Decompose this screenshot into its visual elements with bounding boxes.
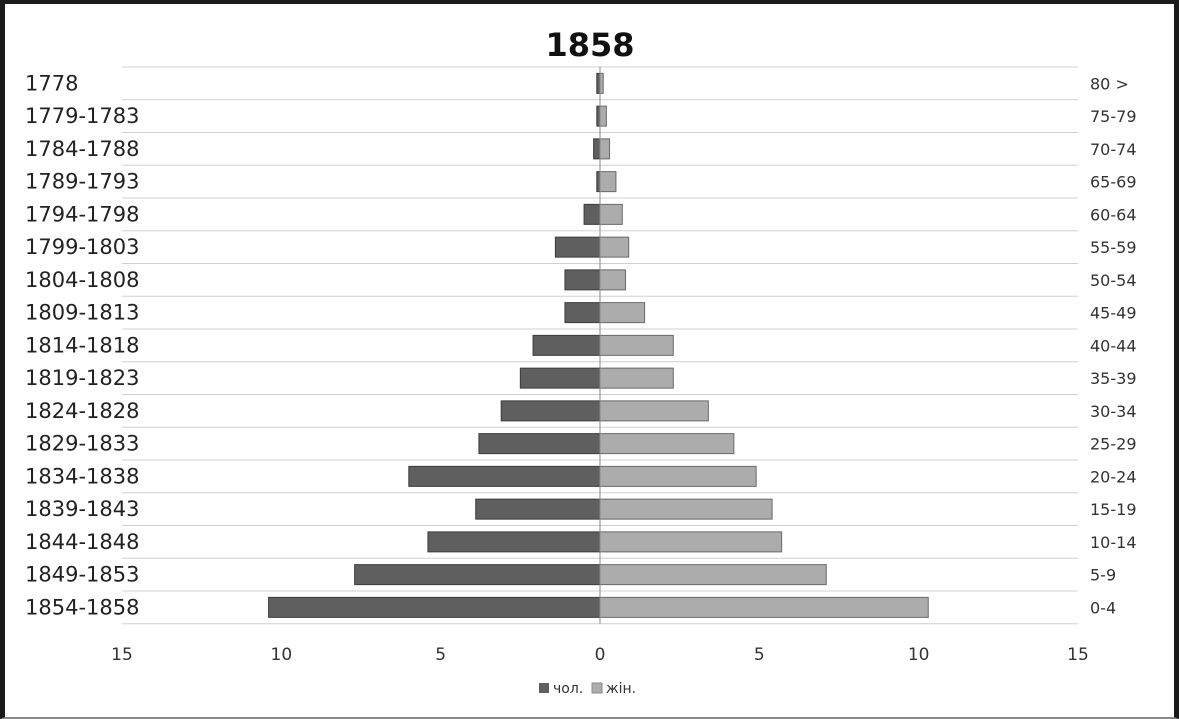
bar-women xyxy=(599,596,929,618)
birth-year-label: 1804-1808 xyxy=(25,268,139,292)
bar-women xyxy=(599,138,611,160)
birth-year-labels: 1778 1779-1783 1784-1788 1789-1793 1794-1798… xyxy=(25,71,139,619)
bar-women xyxy=(599,203,623,225)
bar-men xyxy=(532,334,601,356)
birth-year-label: 1844-1848 xyxy=(25,530,139,554)
bar-men xyxy=(500,400,601,422)
bar-women xyxy=(599,367,674,389)
age-group-label: 55-59 xyxy=(1090,238,1137,257)
bar-women xyxy=(599,564,827,586)
x-tick-label: 15 xyxy=(1067,645,1089,665)
birth-year-label: 1809-1813 xyxy=(25,301,139,325)
x-tick-label: 10 xyxy=(908,645,930,665)
age-group-label: 30-34 xyxy=(1090,402,1137,421)
x-axis-ticks: 15 10 5 0 5 10 15 xyxy=(111,645,1089,665)
age-group-label: 80 > xyxy=(1090,74,1129,93)
chart-title: 1858 xyxy=(545,26,634,64)
birth-year-label: 1824-1828 xyxy=(25,399,139,423)
birth-year-label: 1829-1833 xyxy=(25,432,139,456)
bar-men xyxy=(478,433,601,455)
x-tick-label: 5 xyxy=(754,645,765,665)
bar-women xyxy=(599,465,757,487)
bar-women xyxy=(599,498,773,520)
age-group-label: 20-24 xyxy=(1090,467,1137,486)
bar-men xyxy=(554,236,601,258)
legend-label-men: чол. xyxy=(553,681,583,697)
bar-men xyxy=(427,531,601,553)
legend: чол. жін. xyxy=(539,681,636,697)
age-group-label: 5-9 xyxy=(1090,566,1116,585)
bar-women xyxy=(599,302,646,324)
bar-men xyxy=(593,138,601,160)
birth-year-label: 1778 xyxy=(25,71,78,95)
bar-women xyxy=(599,433,735,455)
age-group-labels: 80 > 75-79 70-74 65-69 60-64 55-59 50-54 45-49 4… xyxy=(1090,74,1137,617)
age-group-label: 50-54 xyxy=(1090,271,1137,290)
birth-year-label: 1789-1793 xyxy=(25,170,139,194)
age-group-label: 10-14 xyxy=(1090,533,1137,552)
bar-men xyxy=(564,302,601,324)
birth-year-label: 1799-1803 xyxy=(25,235,139,259)
birth-year-label: 1814-1818 xyxy=(25,333,139,357)
x-tick-label: 10 xyxy=(271,645,293,665)
legend-label-women: жін. xyxy=(606,681,636,697)
bar-women xyxy=(599,171,617,193)
bar-men xyxy=(354,564,601,586)
legend-swatch-women xyxy=(591,682,603,694)
legend-swatch-men xyxy=(539,683,549,693)
x-tick-label: 15 xyxy=(111,645,133,665)
age-group-label: 40-44 xyxy=(1090,336,1137,355)
bar-men xyxy=(583,203,601,225)
birth-year-label: 1819-1823 xyxy=(25,366,139,390)
bar-men xyxy=(475,498,601,520)
bar-women xyxy=(599,105,607,127)
birth-year-label: 1794-1798 xyxy=(25,202,139,226)
birth-year-label: 1839-1843 xyxy=(25,497,139,521)
population-pyramid-chart: 1858 1778 1779-1783 1784-1788 1789-1793 1794… xyxy=(25,26,1137,697)
age-group-label: 70-74 xyxy=(1090,140,1137,159)
bar-men xyxy=(268,596,601,618)
x-tick-label: 0 xyxy=(595,645,606,665)
age-group-label: 75-79 xyxy=(1090,107,1137,126)
age-group-label: 45-49 xyxy=(1090,304,1137,323)
age-group-label: 0-4 xyxy=(1090,598,1116,617)
bar-men xyxy=(519,367,601,389)
birth-year-label: 1779-1783 xyxy=(25,104,139,128)
age-group-label: 35-39 xyxy=(1090,369,1137,388)
bar-women xyxy=(599,400,709,422)
bar-women xyxy=(599,531,783,553)
age-group-label: 65-69 xyxy=(1090,173,1137,192)
age-group-label: 15-19 xyxy=(1090,500,1137,519)
bar-men xyxy=(564,269,601,291)
age-group-label: 60-64 xyxy=(1090,205,1137,224)
birth-year-label: 1834-1838 xyxy=(25,464,139,488)
bar-women xyxy=(599,236,630,258)
birth-year-label: 1784-1788 xyxy=(25,137,139,161)
birth-year-label: 1849-1853 xyxy=(25,563,139,587)
bar-women xyxy=(599,269,626,291)
bar-women xyxy=(599,334,674,356)
birth-year-label: 1854-1858 xyxy=(25,595,139,619)
bars xyxy=(268,67,929,624)
x-tick-label: 5 xyxy=(435,645,446,665)
age-group-label: 25-29 xyxy=(1090,435,1137,454)
bar-men xyxy=(408,465,601,487)
